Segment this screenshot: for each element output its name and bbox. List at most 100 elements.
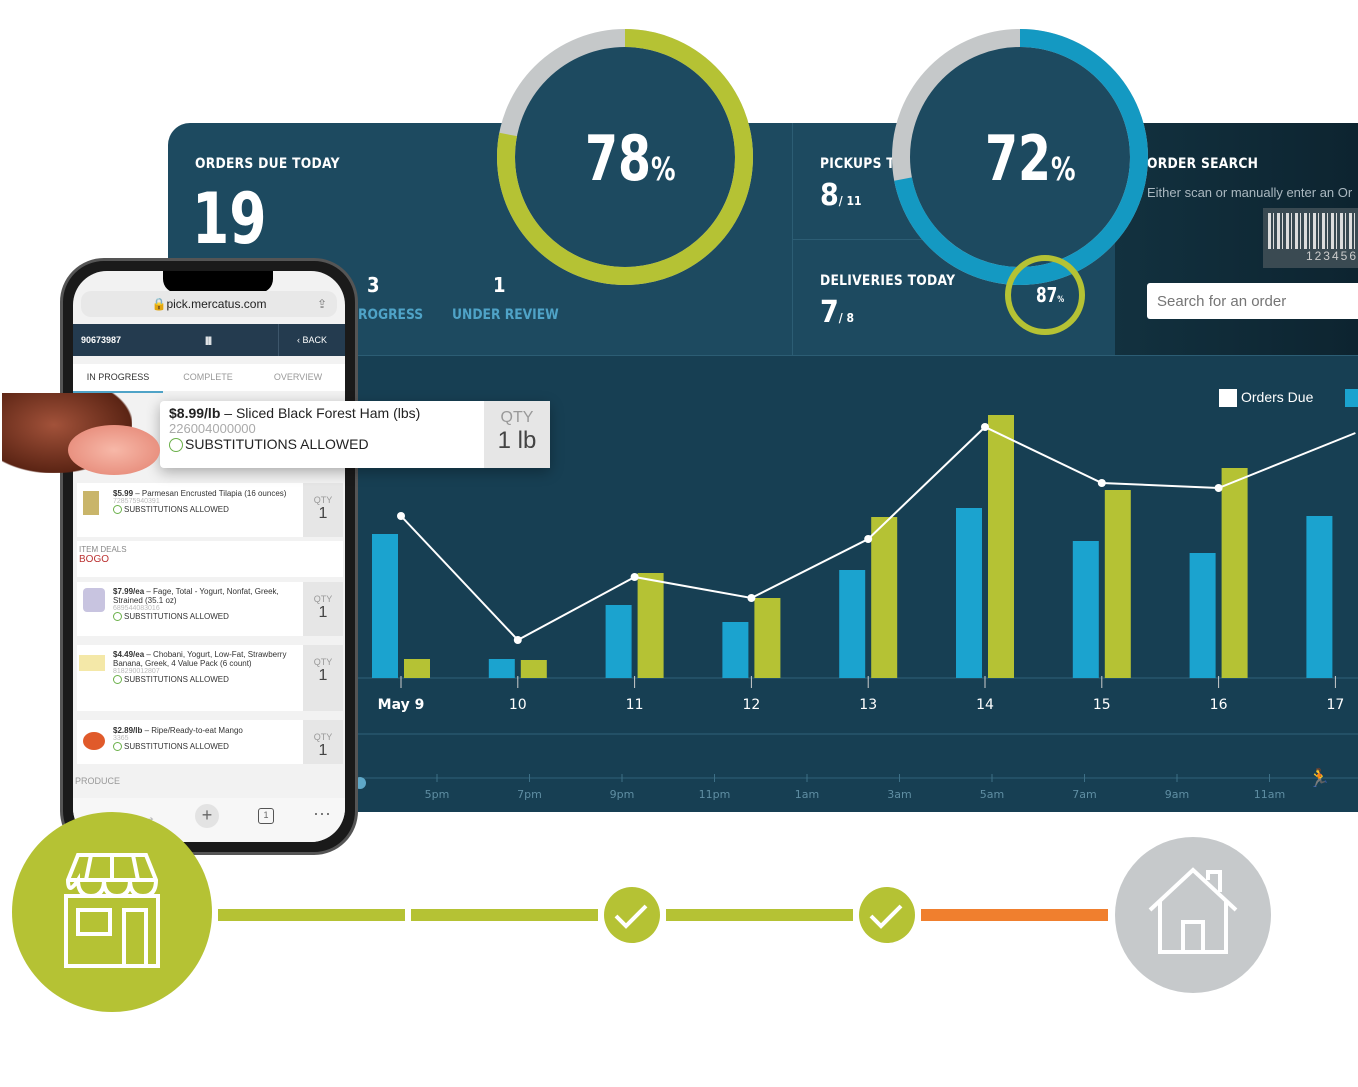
pickups-deliveries-section: PICKUPS TO 8/ 11 DELIVERIES TODAY 7/ 8: [792, 123, 1115, 355]
item-name: – Parmesan Encrusted Tilapia (16 ounces): [133, 489, 287, 498]
bar-1[interactable]: [871, 517, 898, 678]
qty-value: 1 lb: [497, 427, 537, 454]
check-step: [604, 887, 660, 943]
list-item[interactable]: $7.99/ea – Fage, Total - Yogurt, Nonfat,…: [77, 582, 343, 636]
time-tick-label: 3am: [887, 788, 911, 801]
bar-0[interactable]: [722, 622, 749, 678]
legend[interactable]: Orders Due: [1219, 389, 1358, 408]
more-icon[interactable]: ···: [313, 803, 331, 823]
new-tab-icon[interactable]: +: [195, 804, 219, 828]
bar-1[interactable]: [1104, 490, 1131, 678]
bar-0[interactable]: [1072, 541, 1099, 678]
product-image: [83, 732, 105, 750]
bar-0[interactable]: [1189, 553, 1216, 678]
order-search-section: ORDER SEARCH Either scan or manually ent…: [1115, 123, 1358, 355]
x-tick-label: 11: [626, 697, 644, 713]
x-tick-label: 12: [742, 697, 760, 713]
progress-segment: [218, 909, 405, 921]
item-subs: SUBSTITUTIONS ALLOWED: [124, 612, 229, 621]
percent-sign: %: [1050, 150, 1076, 188]
phone-tabs: IN PROGRESS COMPLETE OVERVIEW: [73, 364, 345, 393]
time-tick-label: 11pm: [699, 788, 731, 801]
item-subs: SUBSTITUTIONS ALLOWED: [124, 675, 229, 684]
barcode-icon[interactable]: 123456: [1263, 208, 1358, 268]
line-point[interactable]: [1097, 479, 1106, 487]
runner-icon[interactable]: 🏃: [1308, 767, 1330, 788]
bar-1[interactable]: [520, 660, 547, 678]
item-code: 3365: [113, 735, 129, 742]
phone-screen: 🔒pick.mercatus.com ⇪ 90673987 |||| ‹ BACK…: [73, 271, 345, 842]
barcode-icon[interactable]: ||||: [205, 335, 212, 345]
in-progress-count: 3: [367, 273, 380, 297]
bar-0[interactable]: [839, 570, 866, 678]
progress-segment-active: [921, 909, 1108, 921]
list-item[interactable]: $4.49/ea – Chobani, Yogurt, Low-Fat, Str…: [77, 645, 343, 711]
list-item[interactable]: $2.89/lb – Ripe/Ready-to-eat Mango 3365 SU…: [77, 720, 343, 764]
order-search-input[interactable]: [1147, 283, 1358, 319]
pickups-label: PICKUPS TO: [820, 156, 906, 172]
bar-1[interactable]: [1221, 468, 1248, 678]
line-point[interactable]: [513, 636, 522, 644]
bar-0[interactable]: [1306, 516, 1333, 678]
share-icon[interactable]: ⇪: [316, 297, 327, 311]
in-progress-label[interactable]: ROGRESS: [358, 307, 424, 323]
line-point[interactable]: [864, 535, 873, 543]
tab-overview[interactable]: OVERVIEW: [273, 372, 323, 382]
bar-0[interactable]: [956, 508, 982, 678]
item-name: – Chobani, Yogurt, Low-Fat, Strawberry B…: [113, 650, 287, 668]
check-icon: [169, 438, 183, 453]
qty-label: QTY: [313, 495, 333, 505]
bar-1[interactable]: [404, 659, 430, 678]
order-search-title: ORDER SEARCH: [1147, 156, 1259, 172]
progress-segment: [411, 909, 598, 921]
featured-item-card[interactable]: $8.99/lb – Sliced Black Forest Ham (lbs)…: [160, 401, 550, 468]
bar-0[interactable]: [605, 605, 632, 678]
pickups-donut-value: 72%: [985, 122, 1075, 195]
check-icon: [113, 612, 122, 622]
back-button[interactable]: ‹ BACK: [278, 324, 345, 356]
product-image: [83, 491, 99, 515]
percent-sign: %: [650, 150, 676, 188]
qty-box: QTY 1: [303, 483, 343, 537]
tab-in-progress[interactable]: IN PROGRESS: [73, 364, 163, 393]
line-point[interactable]: [630, 573, 639, 581]
under-review-label[interactable]: UNDER REVIEW: [452, 307, 559, 323]
time-tick-label: 5am: [980, 788, 1004, 801]
item-code: 728575940391: [113, 498, 160, 505]
list-item[interactable]: $5.99 – Parmesan Encrusted Tilapia (16 o…: [77, 483, 343, 537]
item-code: 689544083016: [113, 605, 160, 612]
phone-mockup: 🔒pick.mercatus.com ⇪ 90673987 |||| ‹ BACK…: [60, 258, 358, 855]
tabs-icon[interactable]: 1: [258, 808, 274, 824]
bar-0[interactable]: [488, 659, 515, 678]
x-tick-label: May 9: [378, 697, 425, 713]
pickups-total: / 11: [838, 194, 862, 208]
time-tick-label: 9pm: [610, 788, 635, 801]
bar-1[interactable]: [637, 573, 664, 678]
house-icon: [1148, 867, 1238, 954]
legend-orders-due: Orders Due: [1241, 389, 1314, 405]
product-image: [83, 588, 105, 612]
address-bar[interactable]: 🔒pick.mercatus.com ⇪: [81, 291, 337, 317]
check-icon: [113, 675, 122, 685]
bar-1[interactable]: [988, 415, 1014, 678]
bar-1[interactable]: [754, 598, 781, 678]
bar-0[interactable]: [372, 534, 398, 678]
qty-label: QTY: [313, 594, 333, 604]
line-point[interactable]: [1214, 484, 1223, 492]
line-point[interactable]: [397, 512, 405, 520]
time-tick-label: 7am: [1072, 788, 1096, 801]
line-point[interactable]: [747, 594, 756, 602]
tab-complete[interactable]: COMPLETE: [183, 372, 233, 382]
time-tick-label: 5pm: [425, 788, 450, 801]
deliveries-label: DELIVERIES TODAY: [820, 273, 956, 289]
under-review-count: 1: [493, 273, 506, 297]
orders-percent: 78: [585, 122, 651, 195]
popup-code: 226004000000: [169, 421, 256, 436]
store-icon: [64, 853, 160, 968]
deliveries-donut-value: 87%: [1036, 283, 1064, 307]
legend-swatch-orders-due: [1219, 389, 1237, 408]
orders-donut-value: 78%: [585, 122, 675, 195]
line-point[interactable]: [981, 423, 989, 431]
delivery-progress: [12, 812, 1271, 1012]
